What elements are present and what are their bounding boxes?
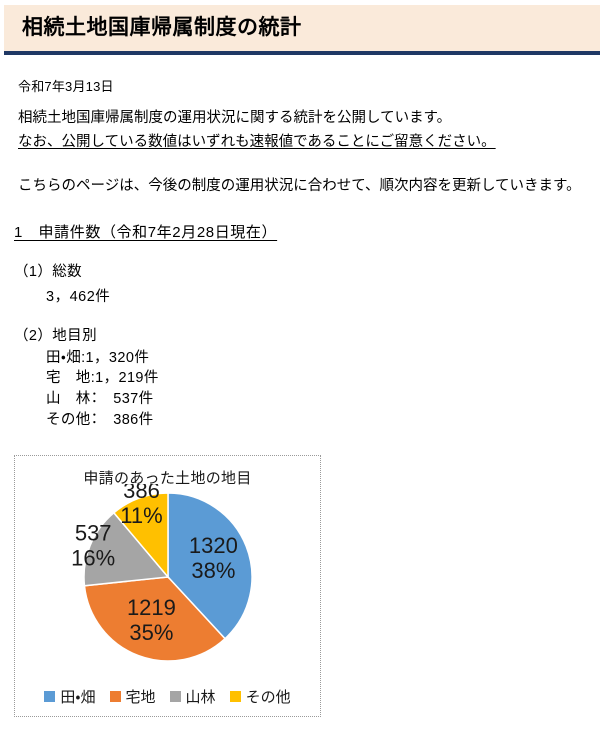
pie-slice-value-label: 386 bbox=[123, 484, 160, 503]
legend-swatch-icon bbox=[229, 691, 241, 702]
section-heading-wrap: 1 申請件数（令和7年2月28日現在） bbox=[0, 199, 600, 242]
pie-slice-percent-label: 35% bbox=[129, 620, 173, 645]
legend-item[interactable]: 宅地 bbox=[109, 686, 156, 707]
pie-slice-percent-label: 11% bbox=[120, 503, 162, 528]
subsection-total-label: （1）総数 bbox=[14, 263, 83, 280]
pie-slice[interactable] bbox=[167, 492, 253, 640]
update-notice: こちらのページは、今後の制度の運用状況に合わせて、順次内容を更新していきます。 bbox=[18, 175, 600, 199]
pie-slice-percent-label: 38% bbox=[191, 558, 235, 583]
intro-line-2-note: なお、公開している数値はいずれも速報値であることにご留意ください。 bbox=[18, 133, 496, 150]
section-heading-applications: 1 申請件数（令和7年2月28日現在） bbox=[14, 223, 278, 241]
legend-item[interactable]: 田・畑 bbox=[44, 686, 96, 707]
legend-item[interactable]: 山林 bbox=[169, 686, 216, 707]
subsection-total-value: 3，462件 bbox=[46, 288, 111, 305]
page-content: 令和7年3月13日 相続土地国庫帰属制度の運用状況に関する統計を公開しています。… bbox=[0, 62, 600, 430]
pie-slice-percent-label: 16% bbox=[71, 546, 115, 571]
pie-slice-value-label: 1320 bbox=[189, 533, 238, 558]
category-breakdown-list: 田・畑:1，320件 宅 地:1，219件 山 林： 537件 その他： 386… bbox=[46, 348, 600, 430]
pie-slice[interactable] bbox=[83, 511, 170, 587]
legend-swatch-icon bbox=[109, 691, 121, 702]
list-item: 山 林： 537件 bbox=[46, 390, 154, 407]
intro-line-1: 相続土地国庫帰属制度の運用状況に関する統計を公開しています。 bbox=[18, 110, 452, 126]
legend-swatch-icon bbox=[44, 691, 56, 702]
pie-slice-value-label: 537 bbox=[75, 521, 112, 546]
intro-paragraph: 相続土地国庫帰属制度の運用状況に関する統計を公開しています。 なお、公開している… bbox=[18, 107, 600, 155]
legend-item-label: 田・畑 bbox=[60, 689, 96, 706]
pie-chart-plot-area: 1320 38% 1219 35% 537 16% 386 11% bbox=[15, 484, 320, 674]
page-title: 相続土地国庫帰属制度の統計 bbox=[22, 16, 302, 40]
legend-swatch-icon bbox=[169, 691, 181, 702]
page-header: 相続土地国庫帰属制度の統計 bbox=[4, 5, 600, 55]
pie-slice[interactable] bbox=[83, 576, 227, 662]
legend-item-label: 山林 bbox=[185, 689, 216, 706]
pie-chart-frame: 申請のあった土地の地目 1320 38% 1219 35% 537 16% 386 11% 田… bbox=[14, 455, 321, 717]
pie-slice-value-label: 1219 bbox=[127, 595, 176, 620]
pie-slice[interactable] bbox=[112, 492, 169, 580]
list-item: 田・畑:1，320件 bbox=[46, 349, 150, 366]
legend-item-label: 宅地 bbox=[125, 689, 156, 706]
update-notice-line: こちらのページは、今後の制度の運用状況に合わせて、順次内容を更新していきます。 bbox=[18, 177, 581, 194]
chart-legend: 田・畑 宅地 山林 その他 bbox=[15, 686, 320, 707]
list-item: 宅 地:1，219件 bbox=[46, 370, 159, 387]
list-item: その他： 386件 bbox=[46, 411, 154, 428]
legend-item-label: その他 bbox=[245, 689, 291, 706]
subsection-by-category-label: （2）地目別 bbox=[14, 327, 97, 344]
publication-date: 令和7年3月13日 bbox=[18, 79, 114, 94]
chart-title: 申請のあった土地の地目 bbox=[83, 470, 252, 487]
legend-item[interactable]: その他 bbox=[229, 686, 291, 707]
